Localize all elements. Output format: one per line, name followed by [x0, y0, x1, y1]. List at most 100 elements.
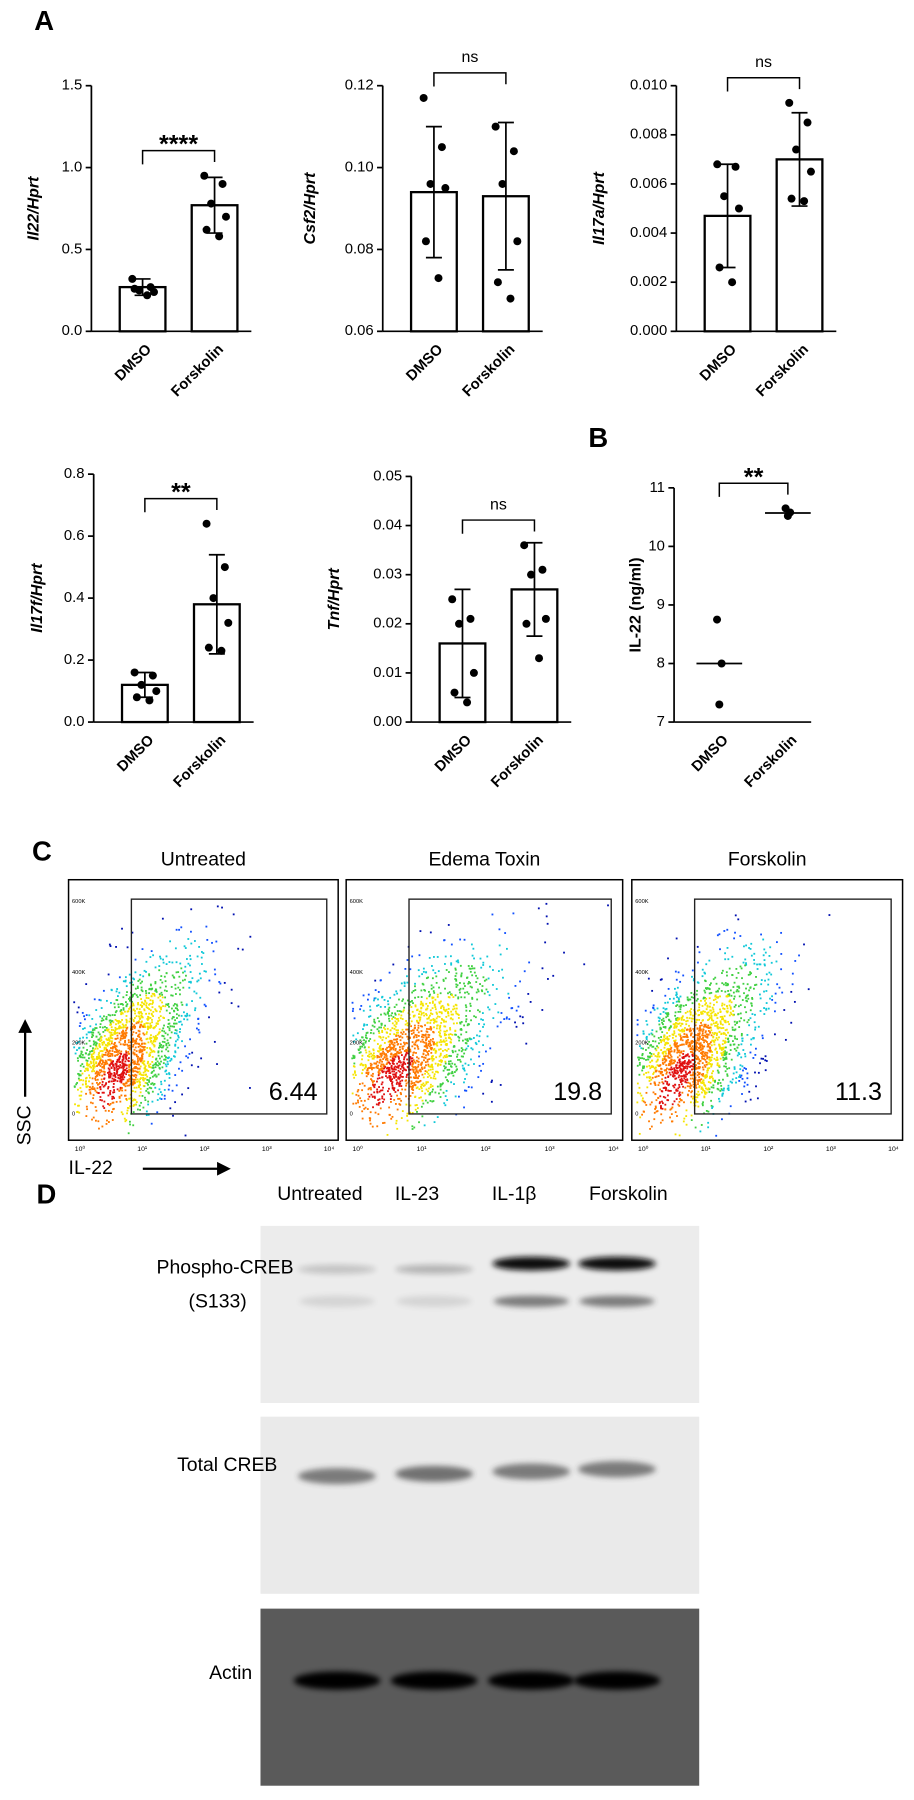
event-dot — [353, 1055, 356, 1058]
event-dot — [372, 1049, 375, 1052]
event-dot — [85, 1086, 88, 1089]
event-dot — [174, 1043, 177, 1046]
event-dot — [368, 1095, 371, 1098]
event-dot — [117, 1076, 120, 1079]
event-dot — [230, 1002, 233, 1005]
event-dot — [94, 1047, 97, 1050]
event-dot — [462, 987, 465, 990]
event-dot — [427, 1017, 430, 1020]
event-dot — [142, 1074, 144, 1077]
event-dot — [710, 1044, 713, 1047]
event-dot — [85, 1076, 88, 1079]
event-dot — [728, 1034, 731, 1037]
event-dot — [161, 1046, 164, 1049]
event-dot — [670, 1066, 673, 1069]
event-dot — [125, 1050, 127, 1053]
event-dot — [699, 1059, 702, 1062]
event-dot — [727, 1084, 730, 1087]
event-dot — [448, 1063, 451, 1065]
event-dot — [695, 1086, 698, 1089]
event-dot — [125, 1029, 127, 1032]
event-dot — [77, 1088, 79, 1091]
event-dot — [361, 1117, 364, 1120]
event-dot — [191, 1000, 193, 1002]
event-dot — [450, 1010, 453, 1013]
event-dot — [688, 1085, 691, 1088]
event-dot — [747, 973, 750, 976]
event-dot — [685, 1075, 687, 1078]
event-dot — [663, 1040, 666, 1042]
event-dot — [117, 1022, 120, 1025]
event-dot — [721, 982, 724, 985]
event-dot — [381, 1029, 384, 1032]
event-dot — [125, 1054, 127, 1057]
event-dot — [716, 1038, 719, 1041]
event-dot — [705, 1033, 708, 1036]
event-dot — [424, 1070, 427, 1073]
event-dot — [432, 1000, 434, 1003]
event-dot — [388, 1070, 391, 1072]
event-dot — [723, 1054, 726, 1056]
event-dot — [515, 1009, 518, 1012]
event-dot — [421, 1025, 423, 1028]
event-dot — [125, 1034, 128, 1037]
event-dot — [123, 1036, 126, 1039]
event-dot — [456, 1055, 458, 1058]
event-dot — [660, 1049, 663, 1051]
event-dot — [708, 1027, 710, 1029]
event-dot — [152, 1040, 155, 1043]
event-dot — [638, 1063, 641, 1066]
event-dot — [374, 989, 377, 992]
event-dot — [447, 1036, 450, 1039]
band — [390, 1671, 478, 1690]
event-dot — [155, 989, 158, 992]
event-dot — [675, 1072, 678, 1075]
event-dot — [473, 1063, 475, 1065]
event-dot — [700, 1086, 703, 1089]
event-dot — [638, 1058, 640, 1061]
event-dot — [189, 954, 192, 957]
event-dot — [467, 1086, 470, 1088]
event-dot — [147, 1060, 149, 1063]
event-dot — [160, 1083, 163, 1086]
event-dot — [366, 1069, 369, 1071]
event-dot — [692, 1052, 695, 1055]
event-dot — [689, 1087, 692, 1089]
event-dot — [115, 1066, 118, 1069]
event-dot — [415, 1059, 418, 1062]
event-dot — [451, 1072, 454, 1075]
event-dot — [746, 1021, 749, 1024]
event-dot — [665, 1007, 668, 1010]
flow-x-tick: 10⁴ — [888, 1146, 899, 1153]
event-dot — [144, 1026, 147, 1028]
event-dot — [394, 1065, 397, 1068]
event-dot — [373, 1018, 376, 1021]
flow-y-tick: 0 — [72, 1111, 75, 1117]
event-dot — [108, 1064, 111, 1067]
event-dot — [87, 1031, 90, 1034]
y-tick-label: 0.10 — [345, 159, 374, 175]
event-dot — [741, 1093, 743, 1095]
event-dot — [711, 1031, 714, 1034]
event-dot — [741, 977, 743, 980]
event-dot — [381, 1052, 384, 1055]
event-dot — [145, 1114, 148, 1117]
event-dot — [510, 1007, 513, 1010]
event-dot — [669, 1044, 672, 1047]
event-dot — [439, 1083, 442, 1086]
event-dot — [763, 1007, 765, 1009]
event-dot — [411, 1086, 414, 1089]
event-dot — [681, 1028, 684, 1031]
event-dot — [732, 1043, 735, 1046]
event-dot — [745, 1011, 748, 1014]
event-dot — [375, 1065, 378, 1068]
event-dot — [727, 1041, 730, 1043]
event-dot — [717, 1082, 720, 1084]
gate-value: 6.44 — [269, 1078, 318, 1106]
event-dot — [753, 987, 755, 990]
event-dot — [771, 998, 774, 1001]
event-dot — [143, 1077, 146, 1080]
event-dot — [400, 1085, 403, 1087]
event-dot — [701, 1053, 704, 1056]
event-dot — [172, 1114, 174, 1117]
